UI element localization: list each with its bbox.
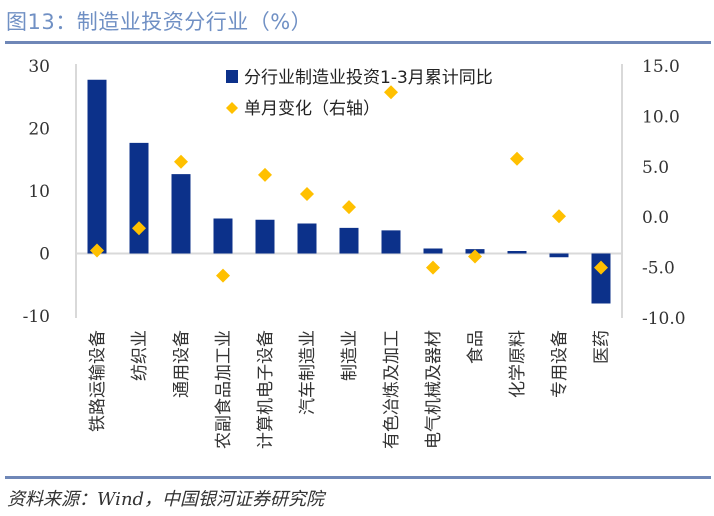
bar	[549, 253, 569, 258]
bar	[507, 251, 527, 254]
left-tick-label: 20	[28, 120, 50, 140]
category-label: 有色冶炼及加工	[382, 330, 402, 449]
category-label: 汽车制造业	[298, 330, 318, 415]
source-note: 资料来源：Wind，中国银河证券研究院	[7, 489, 325, 510]
marker-point	[300, 187, 314, 202]
category-label: 电气机械及器材	[424, 330, 444, 449]
marker-series	[90, 85, 608, 283]
marker-point	[90, 243, 104, 258]
right-tick-label: 5.0	[642, 158, 669, 178]
legend: 分行业制造业投资1-3月累计同比 单月变化（右轴）	[226, 68, 493, 119]
source-rule	[5, 476, 711, 479]
right-tick-label: 10.0	[642, 107, 680, 127]
bar	[87, 79, 107, 254]
bar	[171, 174, 191, 254]
marker-point	[384, 85, 398, 100]
marker-point	[426, 260, 440, 275]
category-label: 专用设备	[550, 330, 570, 398]
left-tick-label: 0	[39, 245, 50, 265]
marker-point	[510, 151, 524, 166]
category-label: 通用设备	[172, 330, 192, 398]
bar	[423, 248, 443, 254]
marker-point	[468, 249, 482, 264]
left-tick-label: -10	[23, 307, 50, 327]
marker-point	[258, 167, 272, 182]
bar	[213, 218, 233, 254]
right-tick-label: 0.0	[642, 208, 669, 228]
category-label: 化学原料	[508, 330, 528, 398]
legend-bar-label: 分行业制造业投资1-3月累计同比	[244, 68, 493, 88]
left-tick-label: 30	[28, 57, 50, 77]
right-tick-label: 15.0	[642, 57, 680, 77]
category-label: 纺织业	[130, 330, 150, 381]
category-label: 医药	[592, 330, 612, 364]
chart-title: 图13：制造业投资分行业（%）	[6, 10, 313, 34]
category-label: 计算机电子设备	[256, 330, 276, 449]
legend-marker-label: 单月变化（右轴）	[244, 99, 380, 119]
bar	[297, 223, 317, 254]
bar	[255, 219, 275, 254]
left-axis-ticks: 30 20 10 0 -10	[23, 57, 50, 327]
right-tick-label: -10.0	[642, 309, 686, 329]
marker-point	[594, 260, 608, 275]
legend-marker-swatch	[226, 102, 238, 114]
bar	[381, 230, 401, 254]
marker-point	[132, 221, 146, 236]
legend-bar-swatch	[226, 70, 238, 83]
chart: 30 20 10 0 -10 15.0 10.0 5.0 0.0 -5.0 -10.0 铁路运输设…	[23, 57, 686, 449]
category-labels: 铁路运输设备 纺织业 通用设备 农副食品加工业 计算机电子设备 汽车制造业 制造业 有色冶炼及…	[88, 330, 612, 449]
left-tick-label: 10	[28, 182, 50, 202]
category-label: 食品	[466, 330, 486, 364]
marker-point	[216, 268, 230, 283]
right-tick-label: -5.0	[642, 259, 675, 279]
marker-point	[342, 200, 356, 215]
bar	[339, 227, 359, 254]
category-label: 农副食品加工业	[214, 330, 234, 449]
category-label: 铁路运输设备	[88, 330, 108, 432]
marker-point	[174, 154, 188, 169]
category-label: 制造业	[340, 330, 360, 381]
right-axis-ticks: 15.0 10.0 5.0 0.0 -5.0 -10.0	[642, 57, 686, 329]
marker-point	[552, 209, 566, 224]
title-rule	[5, 41, 711, 44]
bar	[129, 142, 149, 254]
